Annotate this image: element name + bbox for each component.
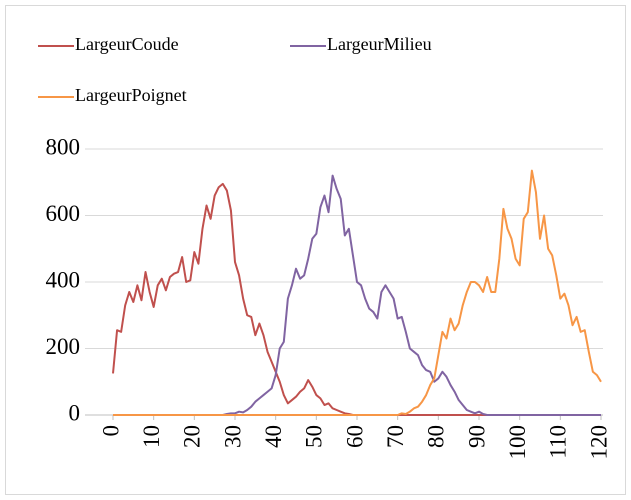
series-line	[113, 169, 602, 416]
y-tick-label: 0	[69, 400, 81, 425]
x-tick-label: 80	[424, 425, 449, 448]
x-tick-label: 20	[180, 425, 205, 448]
y-tick-label: 400	[46, 267, 81, 292]
x-tick-label: 120	[586, 425, 611, 460]
x-tick-label: 30	[220, 425, 245, 448]
legend-label: LargeurMilieu	[327, 34, 432, 54]
x-tick-label: 90	[464, 425, 489, 448]
chart-border	[5, 5, 626, 495]
y-tick-label: 600	[46, 201, 81, 226]
x-tick-label: 0	[98, 425, 123, 437]
legend-label: LargeurCoude	[75, 34, 179, 54]
x-tick-label: 100	[505, 425, 530, 460]
x-tick-label: 40	[261, 425, 286, 448]
x-tick-label: 10	[139, 425, 164, 448]
y-tick-label: 800	[46, 134, 81, 159]
x-tick-label: 110	[546, 425, 571, 459]
legend-label: LargeurPoignet	[75, 85, 187, 105]
x-tick-label: 50	[302, 425, 327, 448]
y-tick-label: 200	[46, 334, 81, 359]
x-tick-label: 70	[383, 425, 408, 448]
x-tick-label: 60	[342, 425, 367, 448]
